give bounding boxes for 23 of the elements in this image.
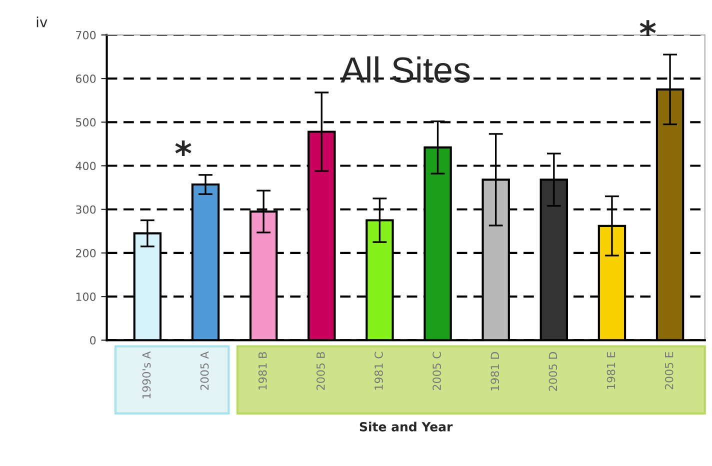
x-tick-label: 2005 E [664,352,674,390]
annotation: * [640,20,656,36]
x-tick-label: 1981 D [490,352,500,390]
x-tick-label: 1981 C [374,352,383,390]
y-tick-label: 300 [76,205,96,214]
y-tick-label: 0 [90,336,96,345]
x-tick-label: 1981 B [258,352,267,390]
annotation: * [175,140,192,156]
x-tick-label: 2005 A [200,351,209,390]
x-tick-label: 2005 C [432,352,441,390]
y-tick-label: 200 [76,248,96,258]
y-tick-label: 100 [76,292,96,301]
y-tick-label: 500 [76,118,96,127]
x-tick-label: 2005 D [548,352,558,391]
x-tick-label: 1981 E [606,352,616,389]
x-tick-label: 1990's A [142,351,151,398]
x-tick-label: 2005 B [316,352,325,390]
y-tick-label: 600 [76,74,96,83]
y-tick-label: 700 [76,30,96,40]
x-axis-title: Site and Year [360,422,453,432]
text: iv [36,16,48,28]
chart-title: All Sites [340,56,470,83]
y-tick-label: 400 [76,162,96,170]
